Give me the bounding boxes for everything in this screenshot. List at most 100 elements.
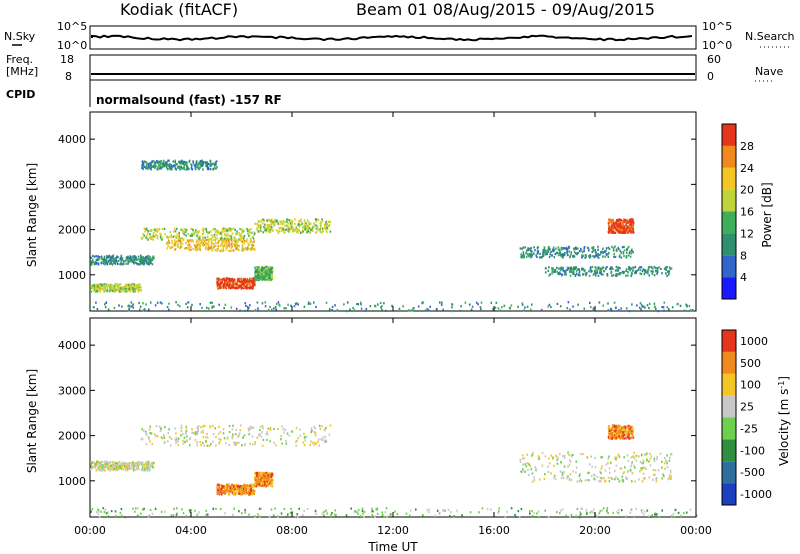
range-gate-cell: [153, 160, 155, 163]
range-gate-cell: [105, 460, 108, 463]
range-gate-cell: [182, 167, 184, 170]
range-gate-cell: [230, 239, 233, 242]
range-gate-cell: [94, 465, 97, 468]
range-gate-cell: [204, 161, 207, 164]
range-gate-cell: [244, 486, 246, 489]
range-gate-cell: [199, 243, 202, 246]
range-gate-cell: [163, 164, 166, 168]
range-gate-cell: [113, 290, 115, 293]
range-gate-cell: [244, 302, 247, 305]
range-gate-cell: [183, 436, 186, 439]
range-gate-cell: [244, 286, 247, 289]
range-gate-cell: [244, 511, 246, 514]
range-gate-cell: [597, 267, 599, 270]
range-gate-cell: [596, 270, 598, 273]
range-gate-cell: [248, 282, 250, 285]
range-gate-cell: [616, 229, 618, 233]
range-gate-cell: [590, 455, 592, 458]
range-gate-cell: [590, 474, 593, 477]
range-gate-cell: [248, 428, 250, 431]
range-gate-cell: [575, 266, 578, 269]
range-gate-cell: [262, 275, 264, 278]
range-gate-cell: [267, 427, 270, 430]
range-gate-cell: [578, 474, 581, 478]
range-gate-cell: [551, 267, 553, 270]
range-gate-cell: [417, 305, 420, 308]
range-gate-cell: [273, 221, 276, 224]
range-gate-cell: [615, 249, 618, 252]
range-gate-cell: [189, 510, 192, 513]
range-gate-cell: [667, 270, 669, 273]
y-tick-label: 3000: [58, 178, 86, 191]
range-gate-cell: [542, 253, 544, 256]
range-gate-cell: [611, 227, 613, 230]
range-gate-cell: [266, 477, 268, 481]
range-gate-cell: [621, 270, 624, 273]
range-gate-cell: [626, 454, 629, 457]
range-gate-cell: [670, 453, 673, 456]
range-gate-cell: [201, 306, 203, 309]
range-gate-cell: [264, 226, 266, 230]
range-gate-cell: [192, 247, 194, 251]
range-gate-cell: [220, 489, 223, 492]
range-gate-cell: [90, 262, 93, 265]
range-gate-cell: [304, 435, 306, 439]
range-gate-cell: [92, 261, 95, 264]
range-gate-cell: [239, 280, 241, 283]
range-gate-cell: [124, 464, 127, 467]
range-gate-cell: [269, 275, 271, 279]
range-gate-cell: [116, 284, 118, 287]
range-gate-cell: [346, 301, 349, 304]
colorbar-segment: [722, 211, 736, 234]
range-gate-cell: [323, 440, 326, 444]
range-gate-cell: [642, 460, 645, 463]
range-gate-cell: [609, 437, 611, 440]
range-gate-cell: [238, 432, 241, 435]
range-gate-cell: [598, 253, 601, 256]
range-gate-cell: [199, 246, 201, 249]
range-gate-cell: [594, 466, 597, 469]
range-gate-cell: [189, 245, 191, 248]
range-gate-cell: [202, 230, 205, 233]
range-gate-cell: [583, 307, 586, 310]
range-gate-cell: [572, 453, 574, 456]
range-gate-cell: [287, 513, 289, 516]
range-gate-cell: [96, 287, 99, 290]
range-gate-cell: [228, 249, 230, 252]
range-gate-cell: [208, 307, 210, 310]
range-gate-cell: [92, 254, 94, 257]
range-gate-cell: [259, 227, 262, 230]
range-gate-cell: [622, 252, 625, 255]
range-gate-cell: [217, 242, 219, 245]
range-gate-cell: [617, 224, 619, 228]
range-gate-cell: [291, 219, 293, 223]
range-gate-cell: [153, 256, 155, 259]
range-gate-cell: [253, 492, 255, 495]
range-gate-cell: [174, 235, 176, 238]
range-gate-cell: [441, 301, 443, 304]
range-gate-cell: [235, 233, 237, 236]
range-gate-cell: [607, 251, 610, 255]
range-gate-cell: [183, 233, 186, 236]
range-gate-cell: [224, 512, 226, 515]
range-gate-cell: [598, 301, 601, 304]
range-gate-cell: [214, 236, 216, 239]
range-gate-cell: [280, 222, 282, 225]
range-gate-cell: [212, 235, 214, 238]
range-gate-cell: [614, 456, 616, 459]
range-gate-cell: [653, 473, 655, 477]
range-gate-cell: [274, 305, 277, 309]
range-gate-cell: [542, 254, 545, 258]
range-gate-cell: [232, 424, 234, 427]
range-gate-cell: [622, 231, 625, 234]
range-gate-cell: [531, 472, 534, 475]
range-gate-cell: [617, 508, 620, 512]
range-gate-cell: [252, 233, 255, 237]
range-gate-cell: [601, 456, 604, 459]
range-gate-cell: [138, 301, 140, 305]
range-gate-cell: [642, 472, 645, 475]
range-gate-cell: [122, 461, 125, 464]
range-gate-cell: [106, 262, 109, 265]
range-gate-cell: [623, 226, 626, 229]
range-gate-cell: [179, 239, 182, 243]
